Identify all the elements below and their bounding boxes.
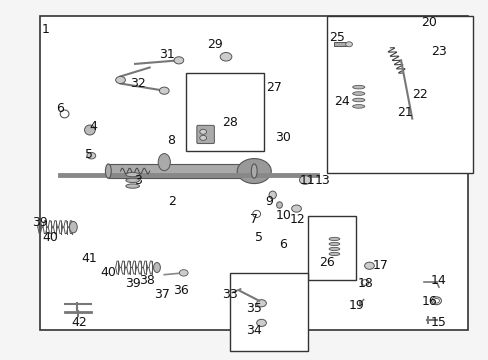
Bar bbox=[307, 216, 356, 280]
Text: 8: 8 bbox=[167, 134, 175, 147]
Circle shape bbox=[174, 57, 183, 64]
Circle shape bbox=[116, 76, 125, 84]
Ellipse shape bbox=[352, 105, 364, 108]
Text: 1: 1 bbox=[41, 23, 49, 36]
Text: 35: 35 bbox=[246, 302, 262, 315]
Circle shape bbox=[364, 262, 373, 269]
Ellipse shape bbox=[276, 202, 282, 208]
Text: 6: 6 bbox=[279, 238, 287, 251]
Text: 5: 5 bbox=[85, 148, 93, 162]
Bar bbox=[108, 164, 254, 178]
Ellipse shape bbox=[125, 172, 139, 177]
Text: 30: 30 bbox=[275, 131, 291, 144]
Text: 31: 31 bbox=[159, 49, 174, 62]
Text: 38: 38 bbox=[139, 274, 155, 287]
Ellipse shape bbox=[328, 242, 339, 246]
Text: 2: 2 bbox=[167, 195, 175, 208]
Text: 29: 29 bbox=[207, 38, 223, 51]
Circle shape bbox=[299, 176, 310, 184]
Text: 19: 19 bbox=[348, 298, 364, 311]
Circle shape bbox=[256, 300, 266, 307]
Ellipse shape bbox=[237, 158, 271, 184]
Ellipse shape bbox=[352, 98, 364, 102]
Text: 3: 3 bbox=[133, 174, 141, 186]
Bar bbox=[186, 73, 264, 152]
Text: 10: 10 bbox=[275, 209, 291, 222]
Circle shape bbox=[200, 135, 206, 140]
FancyBboxPatch shape bbox=[197, 125, 214, 144]
Text: 24: 24 bbox=[333, 95, 349, 108]
Circle shape bbox=[220, 53, 231, 61]
Ellipse shape bbox=[328, 252, 339, 256]
Text: 5: 5 bbox=[255, 231, 263, 244]
Text: 39: 39 bbox=[124, 277, 140, 290]
Ellipse shape bbox=[158, 154, 170, 171]
Ellipse shape bbox=[69, 221, 77, 233]
Text: 15: 15 bbox=[430, 316, 446, 329]
Circle shape bbox=[179, 270, 188, 276]
Text: 22: 22 bbox=[411, 88, 427, 101]
Ellipse shape bbox=[105, 164, 111, 178]
Text: 40: 40 bbox=[42, 231, 58, 244]
Text: 17: 17 bbox=[372, 259, 388, 272]
Circle shape bbox=[291, 205, 301, 212]
Text: 32: 32 bbox=[129, 77, 145, 90]
Text: 4: 4 bbox=[90, 120, 98, 133]
Text: 23: 23 bbox=[430, 45, 446, 58]
Text: 12: 12 bbox=[289, 213, 305, 226]
Text: 13: 13 bbox=[314, 174, 329, 186]
Ellipse shape bbox=[268, 191, 276, 199]
Ellipse shape bbox=[352, 85, 364, 89]
Bar bbox=[326, 16, 472, 173]
Text: 33: 33 bbox=[222, 288, 237, 301]
Text: 25: 25 bbox=[328, 31, 344, 44]
Bar bbox=[229, 273, 307, 351]
Text: 26: 26 bbox=[319, 256, 334, 269]
Ellipse shape bbox=[125, 184, 139, 188]
Text: 40: 40 bbox=[100, 266, 116, 279]
Text: 9: 9 bbox=[264, 195, 272, 208]
Ellipse shape bbox=[352, 92, 364, 95]
Ellipse shape bbox=[153, 262, 160, 273]
Text: 21: 21 bbox=[396, 105, 412, 119]
Bar bbox=[334, 42, 346, 46]
Text: 34: 34 bbox=[246, 324, 262, 337]
Circle shape bbox=[159, 87, 169, 94]
Text: 42: 42 bbox=[71, 316, 87, 329]
Text: 37: 37 bbox=[154, 288, 169, 301]
Text: 11: 11 bbox=[299, 174, 315, 186]
Circle shape bbox=[345, 42, 352, 47]
Text: 28: 28 bbox=[222, 116, 237, 129]
Text: 39: 39 bbox=[32, 216, 48, 229]
Bar bbox=[40, 16, 467, 330]
Text: 6: 6 bbox=[56, 102, 63, 115]
Text: 41: 41 bbox=[81, 252, 97, 265]
Text: 14: 14 bbox=[430, 274, 446, 287]
Text: 20: 20 bbox=[421, 16, 436, 29]
Text: 18: 18 bbox=[357, 277, 373, 290]
Text: 16: 16 bbox=[421, 295, 436, 308]
Text: 27: 27 bbox=[265, 81, 281, 94]
Ellipse shape bbox=[328, 237, 339, 240]
Ellipse shape bbox=[251, 164, 257, 178]
Text: 7: 7 bbox=[250, 213, 258, 226]
Ellipse shape bbox=[87, 153, 96, 159]
Text: 36: 36 bbox=[173, 284, 189, 297]
Circle shape bbox=[200, 129, 206, 134]
Ellipse shape bbox=[328, 247, 339, 251]
Circle shape bbox=[256, 319, 266, 327]
Ellipse shape bbox=[84, 125, 95, 135]
Ellipse shape bbox=[125, 178, 139, 183]
